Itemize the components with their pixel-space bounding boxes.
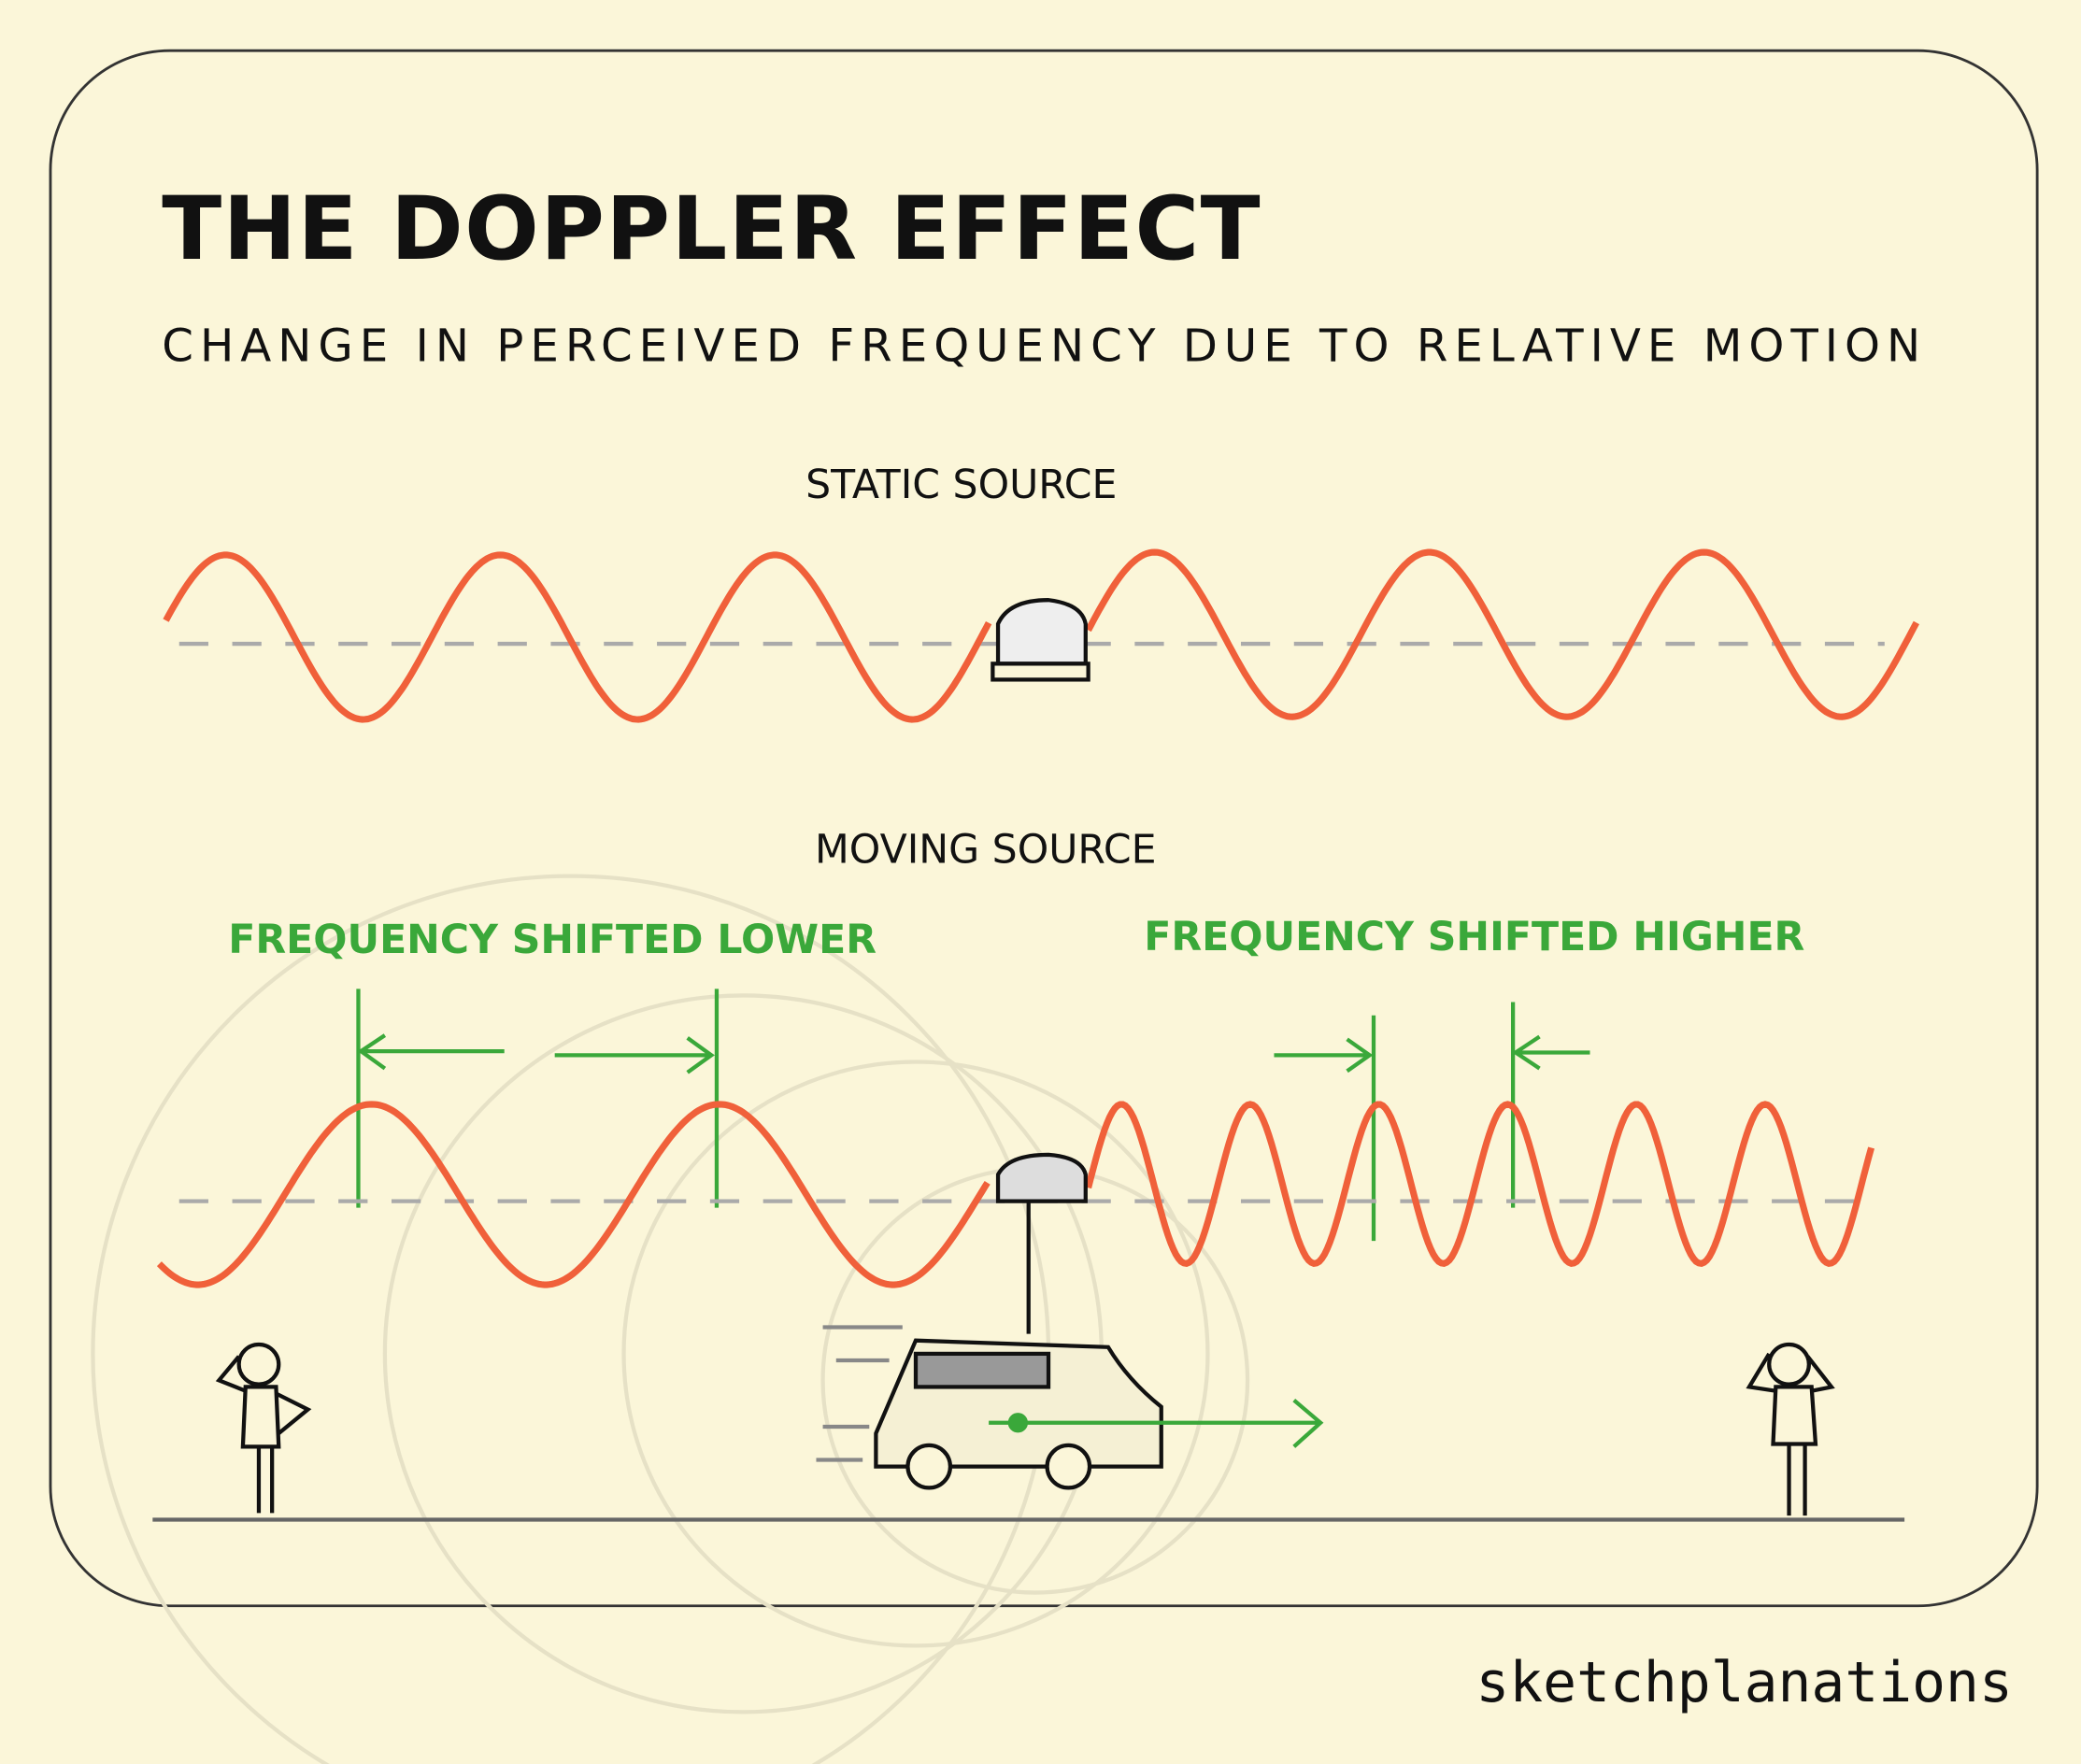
person-icon — [215, 1342, 312, 1514]
card-frame — [49, 49, 2039, 1608]
siren-icon — [991, 598, 1090, 682]
moving-source-label: MOVING SOURCE — [815, 826, 1156, 873]
page-title: THE DOPPLER EFFECT — [162, 178, 1261, 280]
moving-wave-left — [156, 1101, 991, 1288]
static-source-label: STATIC SOURCE — [805, 462, 1117, 508]
static-wave-right — [1085, 548, 1920, 720]
shifted-lower-label: FREQUENCY SHIFTED LOWER — [228, 917, 877, 963]
van-icon — [816, 1152, 1163, 1490]
person-icon — [1746, 1342, 1835, 1516]
brand-logo: sketchplanations — [1475, 1651, 2013, 1715]
arrow-right-icon — [989, 1398, 1324, 1448]
subtitle: CHANGE IN PERCEIVED FREQUENCY DUE TO REL… — [162, 320, 1920, 373]
wavelength-markers — [356, 989, 1590, 1242]
static-wave-left — [163, 551, 992, 723]
moving-wave-right — [1085, 1101, 1875, 1267]
shifted-higher-label: FREQUENCY SHIFTED HIGHER — [1144, 914, 1804, 960]
